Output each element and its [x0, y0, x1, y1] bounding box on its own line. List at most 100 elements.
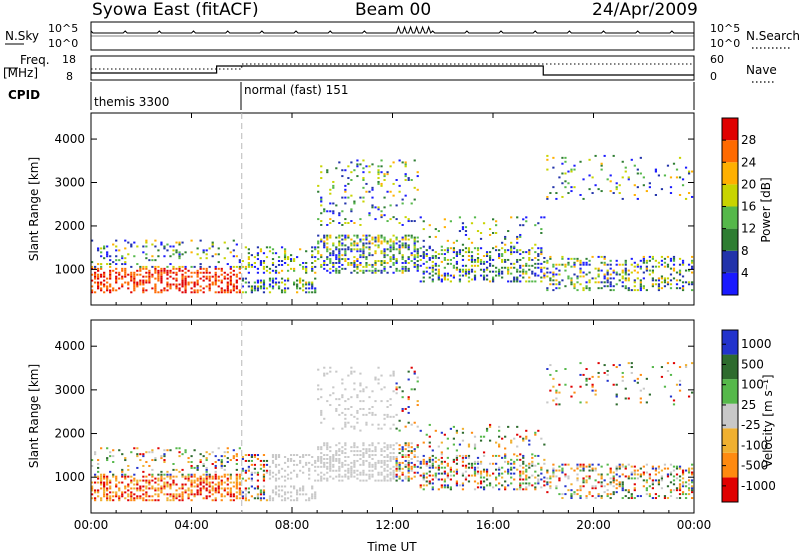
heatmap-cell [338, 413, 341, 416]
heatmap-cell [250, 291, 253, 294]
heatmap-cell [407, 256, 410, 259]
heatmap-cell [422, 462, 425, 465]
heatmap-cell [250, 265, 253, 268]
heatmap-cell [211, 487, 214, 490]
heatmap-cell [311, 283, 314, 286]
heatmap-cell [124, 275, 127, 278]
heatmap-cell [552, 399, 555, 402]
heatmap-cell [392, 261, 395, 264]
heatmap-cell [250, 471, 253, 474]
heatmap-cell [669, 373, 673, 376]
heatmap-cell [163, 487, 166, 490]
heatmap-cell [323, 463, 326, 466]
heatmap-cell [359, 163, 362, 166]
heatmap-cell [268, 283, 272, 286]
heatmap-cell [112, 449, 115, 452]
heatmap-cell [461, 431, 465, 434]
heatmap-cell [323, 246, 326, 249]
heatmap-cell [434, 460, 437, 463]
heatmap-cell [130, 481, 133, 484]
colorbar-swatch [722, 206, 738, 229]
heatmap-cell [485, 266, 489, 269]
heatmap-cell [238, 277, 241, 280]
heatmap-cell [479, 274, 483, 277]
heatmap-cell [594, 267, 597, 270]
heatmap-cell [106, 277, 109, 280]
heatmap-cell [320, 465, 323, 468]
heatmap-cell [383, 442, 386, 445]
heatmap-cell [395, 475, 398, 478]
nsky-trace [90, 25, 694, 34]
heatmap-cell [374, 206, 377, 209]
heatmap-cell [386, 473, 389, 476]
heatmap-cell [247, 252, 250, 255]
heatmap-cell [344, 442, 347, 445]
heatmap-cell [124, 257, 127, 260]
heatmap-cell [552, 467, 555, 470]
heatmap-cell [636, 277, 639, 280]
heatmap-cell [353, 265, 356, 268]
heatmap-cell [561, 471, 564, 474]
heatmap-cell [214, 273, 217, 276]
heatmap-cell [422, 255, 425, 257]
heatmap-cell [323, 260, 326, 262]
heatmap-cell [262, 459, 266, 462]
heatmap-cell [166, 285, 169, 288]
heatmap-cell [299, 487, 302, 490]
heatmap-cell [404, 465, 407, 468]
heatmap-cell [97, 463, 100, 465]
heatmap-cell [172, 277, 175, 280]
heatmap-cell [681, 481, 685, 484]
heatmap-cell [262, 465, 266, 468]
heatmap-cell [320, 477, 323, 480]
heatmap-cell [452, 257, 455, 259]
heatmap-cell [458, 454, 462, 457]
heatmap-cell [639, 279, 642, 282]
heatmap-cell [347, 407, 350, 410]
heatmap-cell [374, 244, 377, 247]
heatmap-cell [567, 257, 570, 260]
heatmap-cell [341, 452, 344, 455]
heatmap-cell [645, 463, 648, 466]
heatmap-cell [374, 448, 377, 451]
heatmap-cell [446, 278, 449, 281]
heatmap-cell [214, 466, 217, 469]
heatmap-cell [555, 389, 558, 392]
heatmap-cell [660, 477, 664, 480]
heatmap-cell [320, 263, 323, 266]
heatmap-cell [567, 263, 570, 266]
heatmap-cell [579, 401, 582, 404]
heatmap-cell [669, 471, 673, 474]
heatmap-cell [431, 278, 434, 281]
heatmap-cell [437, 468, 440, 471]
heatmap-cell [404, 173, 407, 176]
heatmap-cell [323, 461, 326, 464]
heatmap-cell [148, 279, 151, 282]
heatmap-cell [277, 485, 281, 488]
heatmap-cell [163, 449, 166, 452]
heatmap-cell [612, 154, 615, 157]
heatmap-cell [274, 281, 278, 284]
heatmap-cell [205, 451, 208, 454]
heatmap-cell [398, 448, 401, 451]
colorbar-swatch [722, 140, 738, 163]
heatmap-cell [244, 291, 247, 294]
heatmap-cell [112, 461, 115, 464]
heatmap-cell [404, 161, 407, 164]
heatmap-cell [100, 487, 103, 490]
heatmap-cell [546, 197, 549, 200]
heatmap-cell [540, 253, 543, 256]
heatmap-cell [660, 375, 664, 378]
heatmap-cell [133, 499, 136, 502]
heatmap-cell [193, 473, 196, 476]
heatmap-cell [443, 480, 446, 483]
heatmap-cell [196, 483, 199, 486]
heatmap-cell [522, 224, 525, 227]
colorbar-tick-label: 20 [741, 177, 756, 191]
heatmap-cell [588, 377, 591, 380]
heatmap-cell [624, 271, 627, 274]
heatmap-cell [244, 499, 247, 502]
heatmap-cell [428, 482, 431, 485]
heatmap-cell [473, 462, 477, 465]
heatmap-cell [106, 483, 109, 486]
